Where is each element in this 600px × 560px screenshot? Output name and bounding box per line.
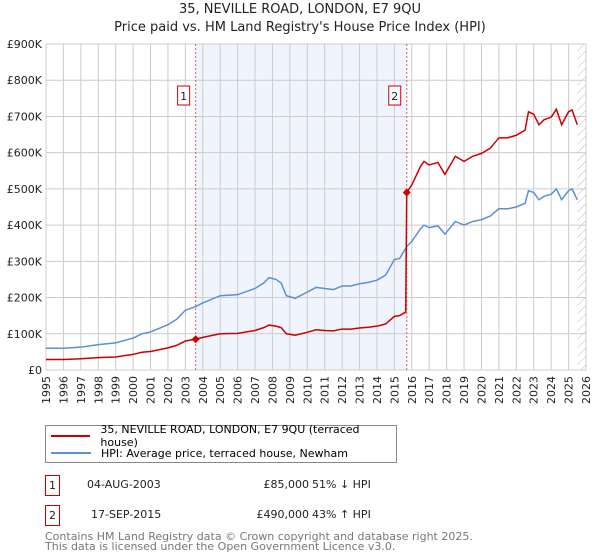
y-tick-label: £500K xyxy=(7,183,43,196)
sale-label-box xyxy=(388,85,402,106)
x-tick-label: 2011 xyxy=(319,376,332,404)
property-price-line xyxy=(46,107,578,361)
hpi-line xyxy=(46,187,578,350)
x-tick-label: 1995 xyxy=(40,376,53,404)
y-tick-label: £400K xyxy=(7,219,43,232)
x-tick-label: 1999 xyxy=(110,376,123,404)
x-tick-label: 2023 xyxy=(528,376,541,404)
x-tick-label: 2026 xyxy=(580,376,593,404)
y-tick-label: £300K xyxy=(7,255,43,268)
legend-item-hpi: HPI: Average price, terraced house, Newh… xyxy=(51,445,348,461)
legend-label: HPI: Average price, terraced house, Newh… xyxy=(101,446,348,460)
y-tick-label: £900K xyxy=(7,38,43,51)
transaction-hpi: 43% ↑ HPI xyxy=(312,508,371,521)
marker-badge: 1 xyxy=(45,475,60,496)
y-tick-label: £800K xyxy=(7,74,43,87)
x-tick-label: 2024 xyxy=(545,376,558,404)
copyright-text: Contains HM Land Registry data © Crown c… xyxy=(45,530,473,543)
forecast-hatch xyxy=(577,44,586,370)
sale-label: 1 xyxy=(180,90,187,103)
x-tick-label: 2007 xyxy=(249,376,262,404)
x-tick-label: 2021 xyxy=(493,376,506,404)
legend: 35, NEVILLE ROAD, LONDON, E7 9QU (terrac… xyxy=(45,423,397,463)
x-tick-label: 1996 xyxy=(57,376,70,404)
x-tick-label: 1998 xyxy=(92,376,105,404)
chart-subtitle: Price paid vs. HM Land Registry's House … xyxy=(114,20,486,35)
x-tick-label: 2013 xyxy=(354,376,367,404)
transaction-price: £490,000 xyxy=(256,508,310,521)
x-tick-label: 2006 xyxy=(232,376,245,404)
legend-item-property: 35, NEVILLE ROAD, LONDON, E7 9QU (terrac… xyxy=(51,423,396,449)
x-tick-label: 2010 xyxy=(301,376,314,404)
transaction-hpi: 51% ↓ HPI xyxy=(312,478,371,491)
transaction-price: £85,000 xyxy=(263,478,310,491)
sale-point-marker xyxy=(191,335,200,344)
chart-title: 35, NEVILLE ROAD, LONDON, E7 9QU xyxy=(178,2,422,17)
y-tick-label: £700K xyxy=(7,110,43,123)
x-tick-label: 2009 xyxy=(284,376,297,404)
legend-swatch xyxy=(51,452,91,454)
sale-period-shading xyxy=(195,44,407,370)
transaction-date: 17-SEP-2015 xyxy=(91,508,162,521)
x-tick-label: 2025 xyxy=(563,376,576,404)
x-tick-label: 2005 xyxy=(214,376,227,404)
price-chart: 1995 1996 1997 1998 1999 2000 2001 2002 2003 2004… xyxy=(7,38,593,404)
y-tick-label: £200K xyxy=(7,292,43,305)
x-tick-label: 2018 xyxy=(441,376,454,404)
x-tick-label: 2002 xyxy=(162,376,175,404)
x-tick-label: 2020 xyxy=(475,376,488,404)
marker-badge: 2 xyxy=(45,505,60,526)
x-tick-label: 2017 xyxy=(423,376,436,404)
x-tick-label: 2015 xyxy=(388,376,401,404)
x-tick-label: 2004 xyxy=(197,376,210,404)
sale-point-marker xyxy=(402,188,411,197)
y-tick-label: £600K xyxy=(7,147,43,160)
x-tick-label: 2012 xyxy=(336,376,349,404)
x-tick-label: 2016 xyxy=(406,376,419,404)
y-tick-label: £100K xyxy=(7,328,43,341)
sale-label-box xyxy=(177,85,191,106)
x-tick-label: 2001 xyxy=(145,376,158,404)
x-tick-label: 2019 xyxy=(458,376,471,404)
x-tick-label: 2003 xyxy=(179,376,192,404)
licence-text: This data is licensed under the Open Gov… xyxy=(45,540,396,553)
legend-swatch xyxy=(51,435,91,437)
legend-label: 35, NEVILLE ROAD, LONDON, E7 9QU (terrac… xyxy=(100,423,360,449)
x-tick-label: 2008 xyxy=(266,376,279,404)
x-tick-label: 2022 xyxy=(510,376,523,404)
sale-label: 2 xyxy=(391,90,398,103)
x-tick-label: 2000 xyxy=(127,376,140,404)
y-tick-label: £0 xyxy=(28,364,42,377)
x-tick-label: 1997 xyxy=(75,376,88,404)
x-tick-label: 2014 xyxy=(371,376,384,404)
transaction-date: 04-AUG-2003 xyxy=(87,478,161,491)
